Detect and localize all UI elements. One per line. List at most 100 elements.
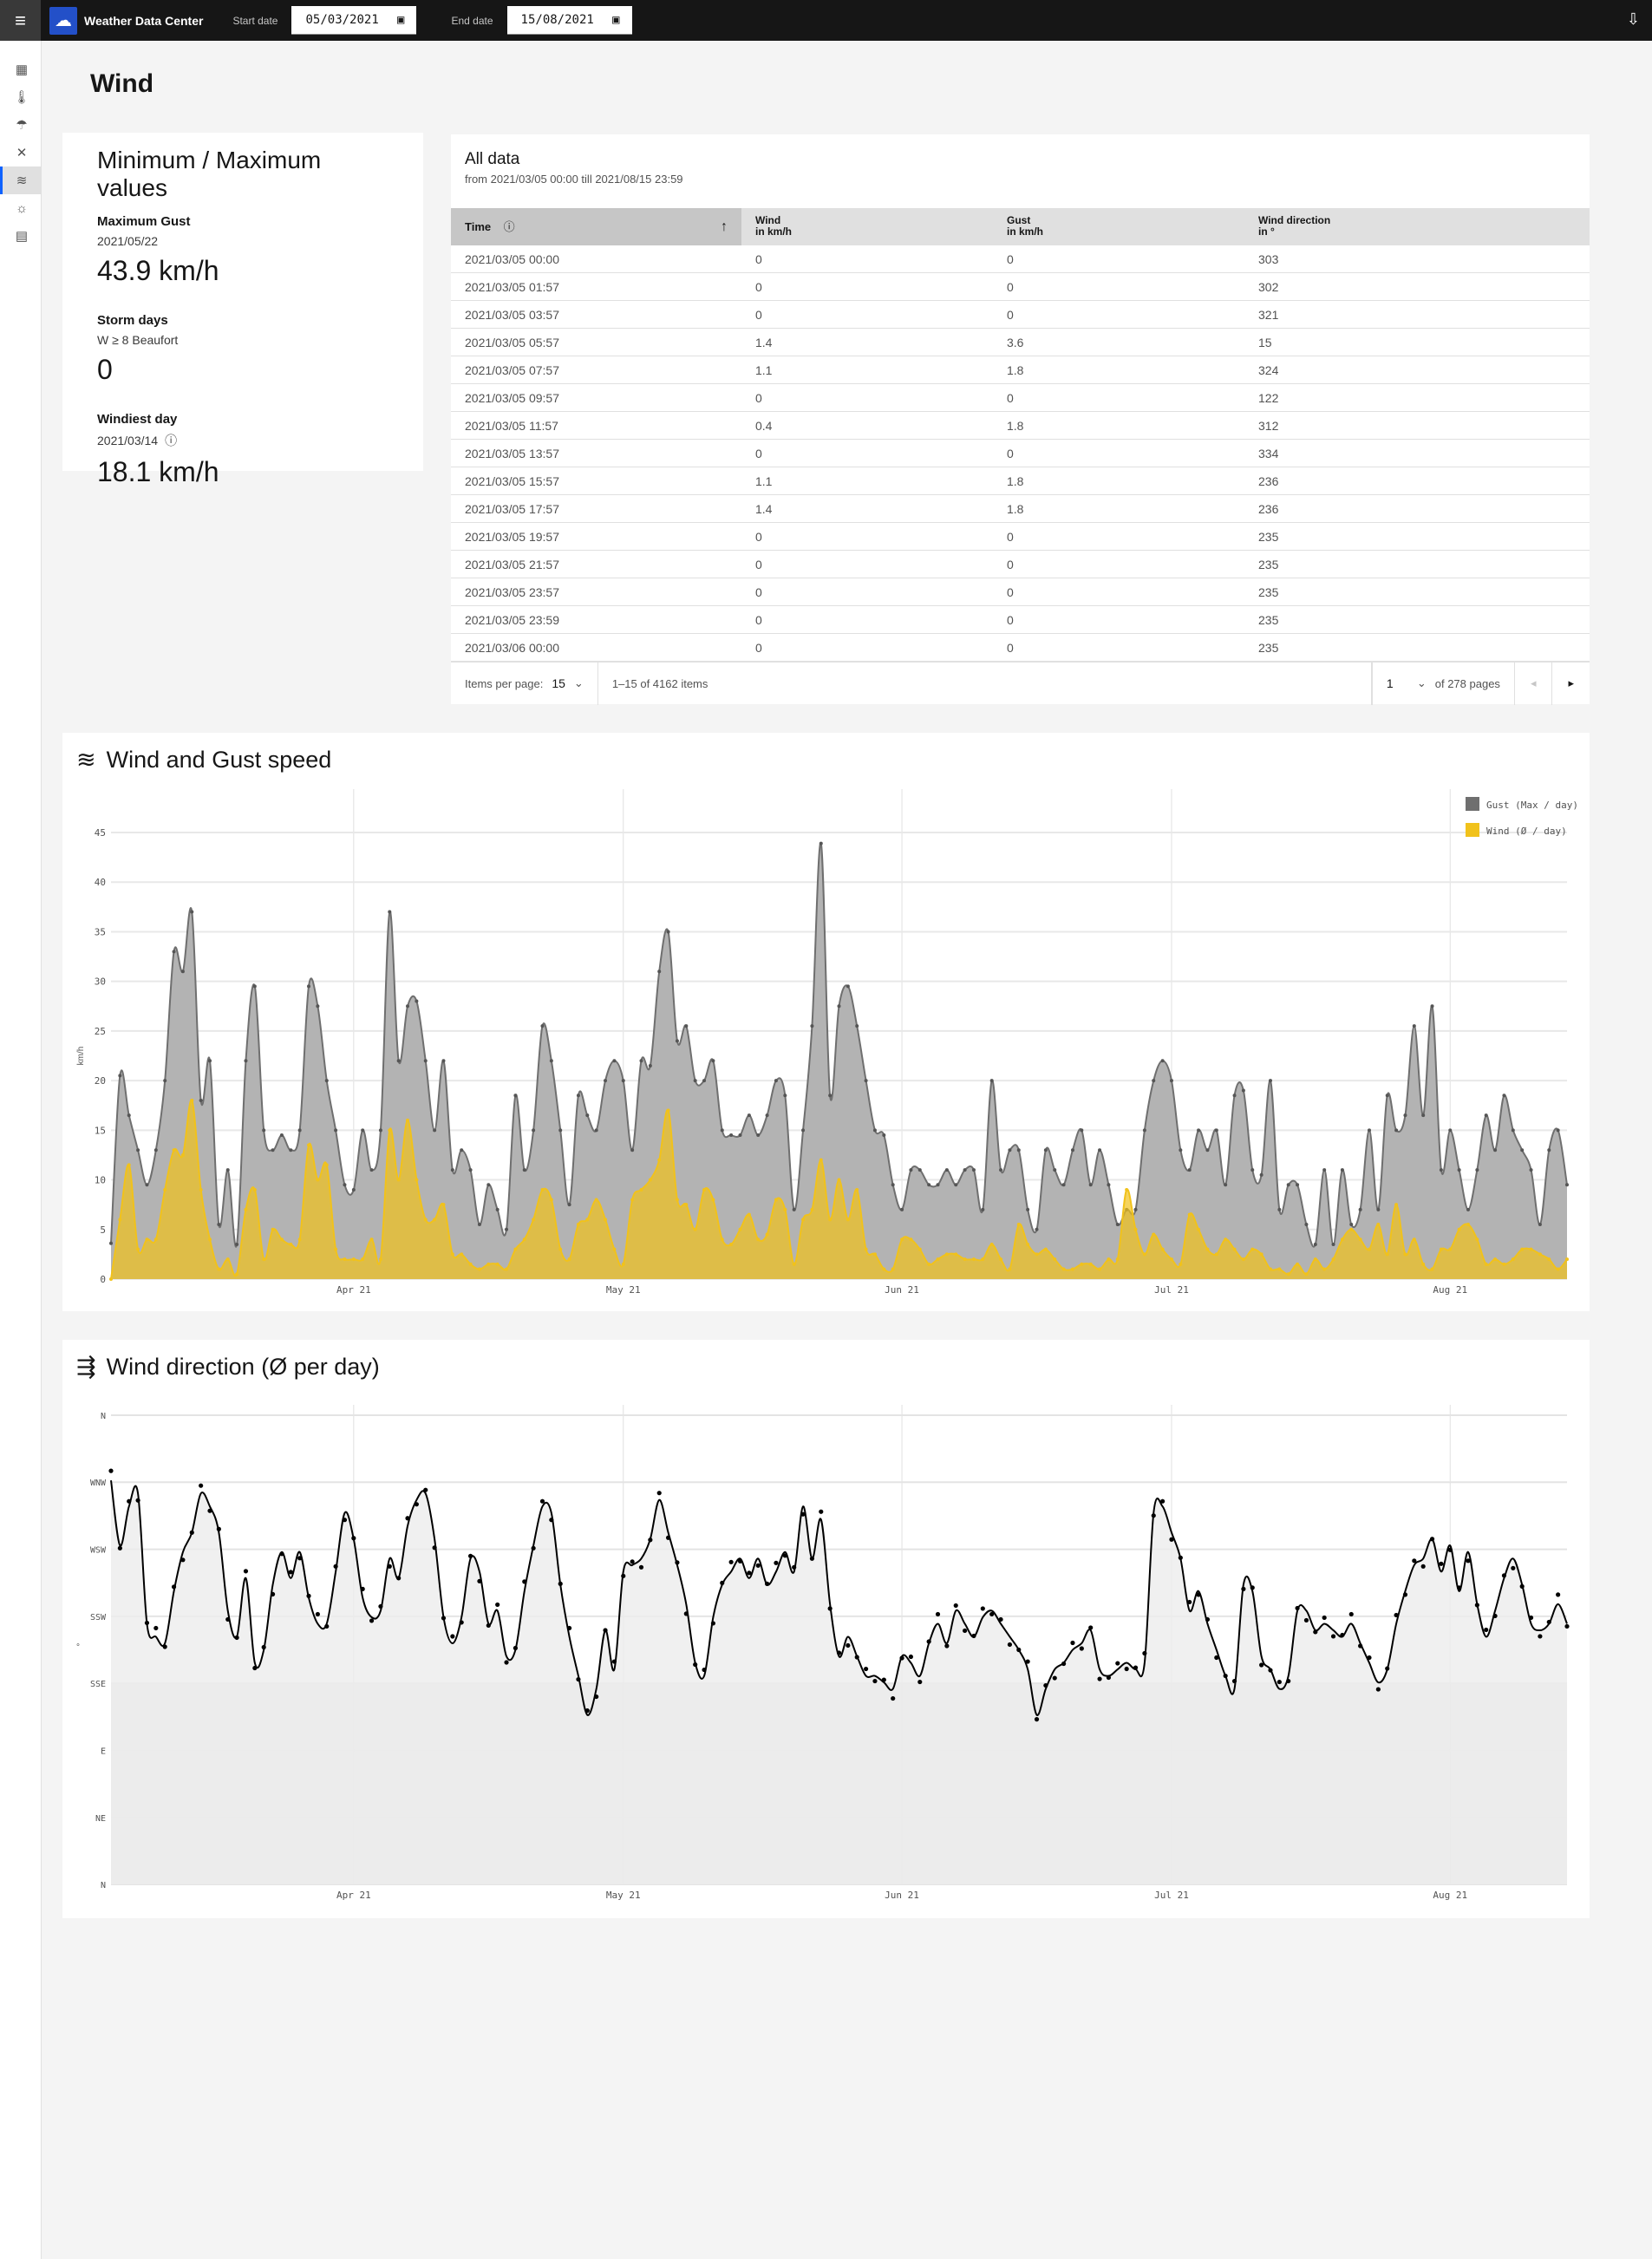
data-point-gust	[1142, 1128, 1146, 1133]
sidebar-item-wind-speed[interactable]: ✕	[16, 146, 28, 160]
data-point-wind	[1241, 1257, 1245, 1262]
data-point-gust	[1376, 1207, 1381, 1211]
data-point-direction	[1133, 1665, 1139, 1670]
table-row: 2021/03/05 21:57 0 0 235	[451, 551, 1590, 578]
previous-page-button[interactable]: ◂	[1515, 662, 1553, 705]
data-point-gust	[810, 1024, 814, 1028]
sidebar: ▦ 🌡 ☂ ✕ ≋ ☼ ▤	[0, 41, 42, 2259]
data-point-wind	[1088, 1262, 1093, 1266]
data-point-wind	[244, 1207, 248, 1211]
data-point-wind	[936, 1257, 940, 1262]
data-point-wind	[343, 1257, 347, 1262]
sidebar-item-temperature[interactable]: 🌡	[13, 90, 30, 105]
next-page-button[interactable]: ▸	[1568, 676, 1574, 689]
calendar-icon[interactable]: ▣	[397, 13, 405, 27]
data-point-direction	[252, 1665, 258, 1671]
data-point-wind	[1349, 1227, 1354, 1231]
cell-gust: 0	[1007, 390, 1014, 405]
sidebar-item-dashboard[interactable]: ▦	[15, 62, 29, 77]
data-point-wind	[1142, 1252, 1146, 1257]
chevron-down-icon: ⌄	[573, 676, 584, 689]
data-point-direction	[360, 1586, 365, 1591]
data-point-direction	[782, 1553, 787, 1558]
data-point-wind	[532, 1218, 536, 1222]
x-tick-label: Aug 21	[1433, 1890, 1467, 1901]
page-select[interactable]: 1 ⌄ of 278 pages	[1371, 662, 1515, 705]
data-point-gust	[765, 1113, 769, 1118]
column-time[interactable]: Time ⓘ ↑	[451, 208, 741, 245]
data-point-wind	[1493, 1257, 1498, 1262]
sidebar-item-precipitation[interactable]: ☂	[16, 118, 28, 133]
pagination: Items per page: 15 ⌄ 1–15 of 4162 items 1 …	[451, 662, 1590, 705]
start-date-input[interactable]: 05/03/2021 ▣	[291, 6, 417, 35]
data-point-wind	[1035, 1252, 1039, 1257]
max-gust-date: 2021/05/22	[97, 234, 389, 248]
data-point-gust	[1250, 1168, 1255, 1172]
data-point-direction	[1447, 1547, 1453, 1552]
export-icon[interactable]: ⇩	[1626, 10, 1640, 28]
y-tick-label: N	[101, 1412, 106, 1421]
cell-time: 2021/03/05 11:57	[465, 418, 558, 433]
data-point-wind	[199, 1188, 203, 1192]
data-point-direction	[1187, 1599, 1192, 1605]
data-point-direction	[747, 1570, 752, 1576]
sidebar-item-wind[interactable]: ≋	[0, 166, 41, 194]
data-point-wind	[558, 1247, 563, 1251]
info-icon[interactable]: ⓘ	[503, 220, 515, 233]
sidebar-item-database[interactable]: ▤	[15, 229, 29, 244]
end-date-input[interactable]: 15/08/2021 ▣	[506, 6, 632, 35]
data-point-wind	[505, 1267, 509, 1271]
data-point-direction	[1556, 1592, 1561, 1597]
data-point-wind	[1403, 1252, 1407, 1257]
y-tick-label: E	[101, 1746, 106, 1756]
data-point-wind	[1152, 1232, 1156, 1237]
data-point-wind	[989, 1242, 994, 1246]
data-point-gust	[558, 1128, 563, 1133]
data-point-gust	[1511, 1128, 1515, 1133]
data-point-gust	[1547, 1148, 1551, 1152]
sidebar-item-uv[interactable]: ☼	[16, 200, 28, 216]
data-point-gust	[989, 1079, 994, 1083]
data-point-gust	[495, 1207, 500, 1211]
info-icon[interactable]: ⓘ	[165, 434, 178, 447]
data-point-gust	[406, 1004, 410, 1009]
data-point-wind	[109, 1277, 113, 1281]
items-per-page[interactable]: Items per page: 15 ⌄	[451, 662, 598, 705]
y-axis-label: °	[76, 1643, 80, 1653]
data-point-gust	[235, 1242, 239, 1246]
menu-icon[interactable]: ≡	[0, 0, 41, 41]
data-point-gust	[1115, 1223, 1120, 1227]
data-point-gust	[549, 1059, 553, 1063]
items-per-page-select[interactable]: 15	[552, 676, 565, 690]
data-point-wind	[415, 1178, 419, 1182]
data-point-wind	[774, 1198, 778, 1202]
data-point-gust	[334, 1128, 338, 1133]
area-direction	[111, 1480, 1567, 1884]
data-point-direction	[944, 1643, 950, 1649]
calendar-icon[interactable]: ▣	[612, 13, 620, 27]
data-point-wind	[324, 1163, 329, 1167]
data-point-gust	[1502, 1094, 1506, 1098]
data-point-wind	[1070, 1267, 1074, 1271]
data-point-gust	[944, 1168, 949, 1172]
cell-wind: 1.1	[755, 473, 773, 488]
data-point-wind	[1466, 1223, 1470, 1227]
data-point-gust	[1556, 1128, 1560, 1133]
sort-ascending-icon[interactable]: ↑	[721, 219, 728, 234]
data-point-wind	[828, 1218, 833, 1222]
cell-time: 2021/03/05 23:57	[465, 584, 559, 599]
cell-gust: 1.8	[1007, 418, 1024, 433]
data-point-wind	[1197, 1227, 1201, 1231]
x-tick-label: Jul 21	[1154, 1284, 1189, 1296]
data-point-direction	[1007, 1642, 1013, 1648]
data-point-direction	[1286, 1678, 1291, 1684]
y-tick-label: WNW	[90, 1479, 107, 1488]
data-point-gust	[297, 1128, 302, 1133]
data-point-direction	[1277, 1679, 1282, 1685]
cell-wind: 1.1	[755, 362, 773, 377]
page-number[interactable]: 1	[1386, 676, 1394, 690]
data-point-direction	[1070, 1640, 1075, 1646]
table-row: 2021/03/05 05:57 1.4 3.6 15	[451, 329, 1590, 356]
data-point-wind	[612, 1247, 617, 1251]
data-point-gust	[720, 1128, 724, 1133]
